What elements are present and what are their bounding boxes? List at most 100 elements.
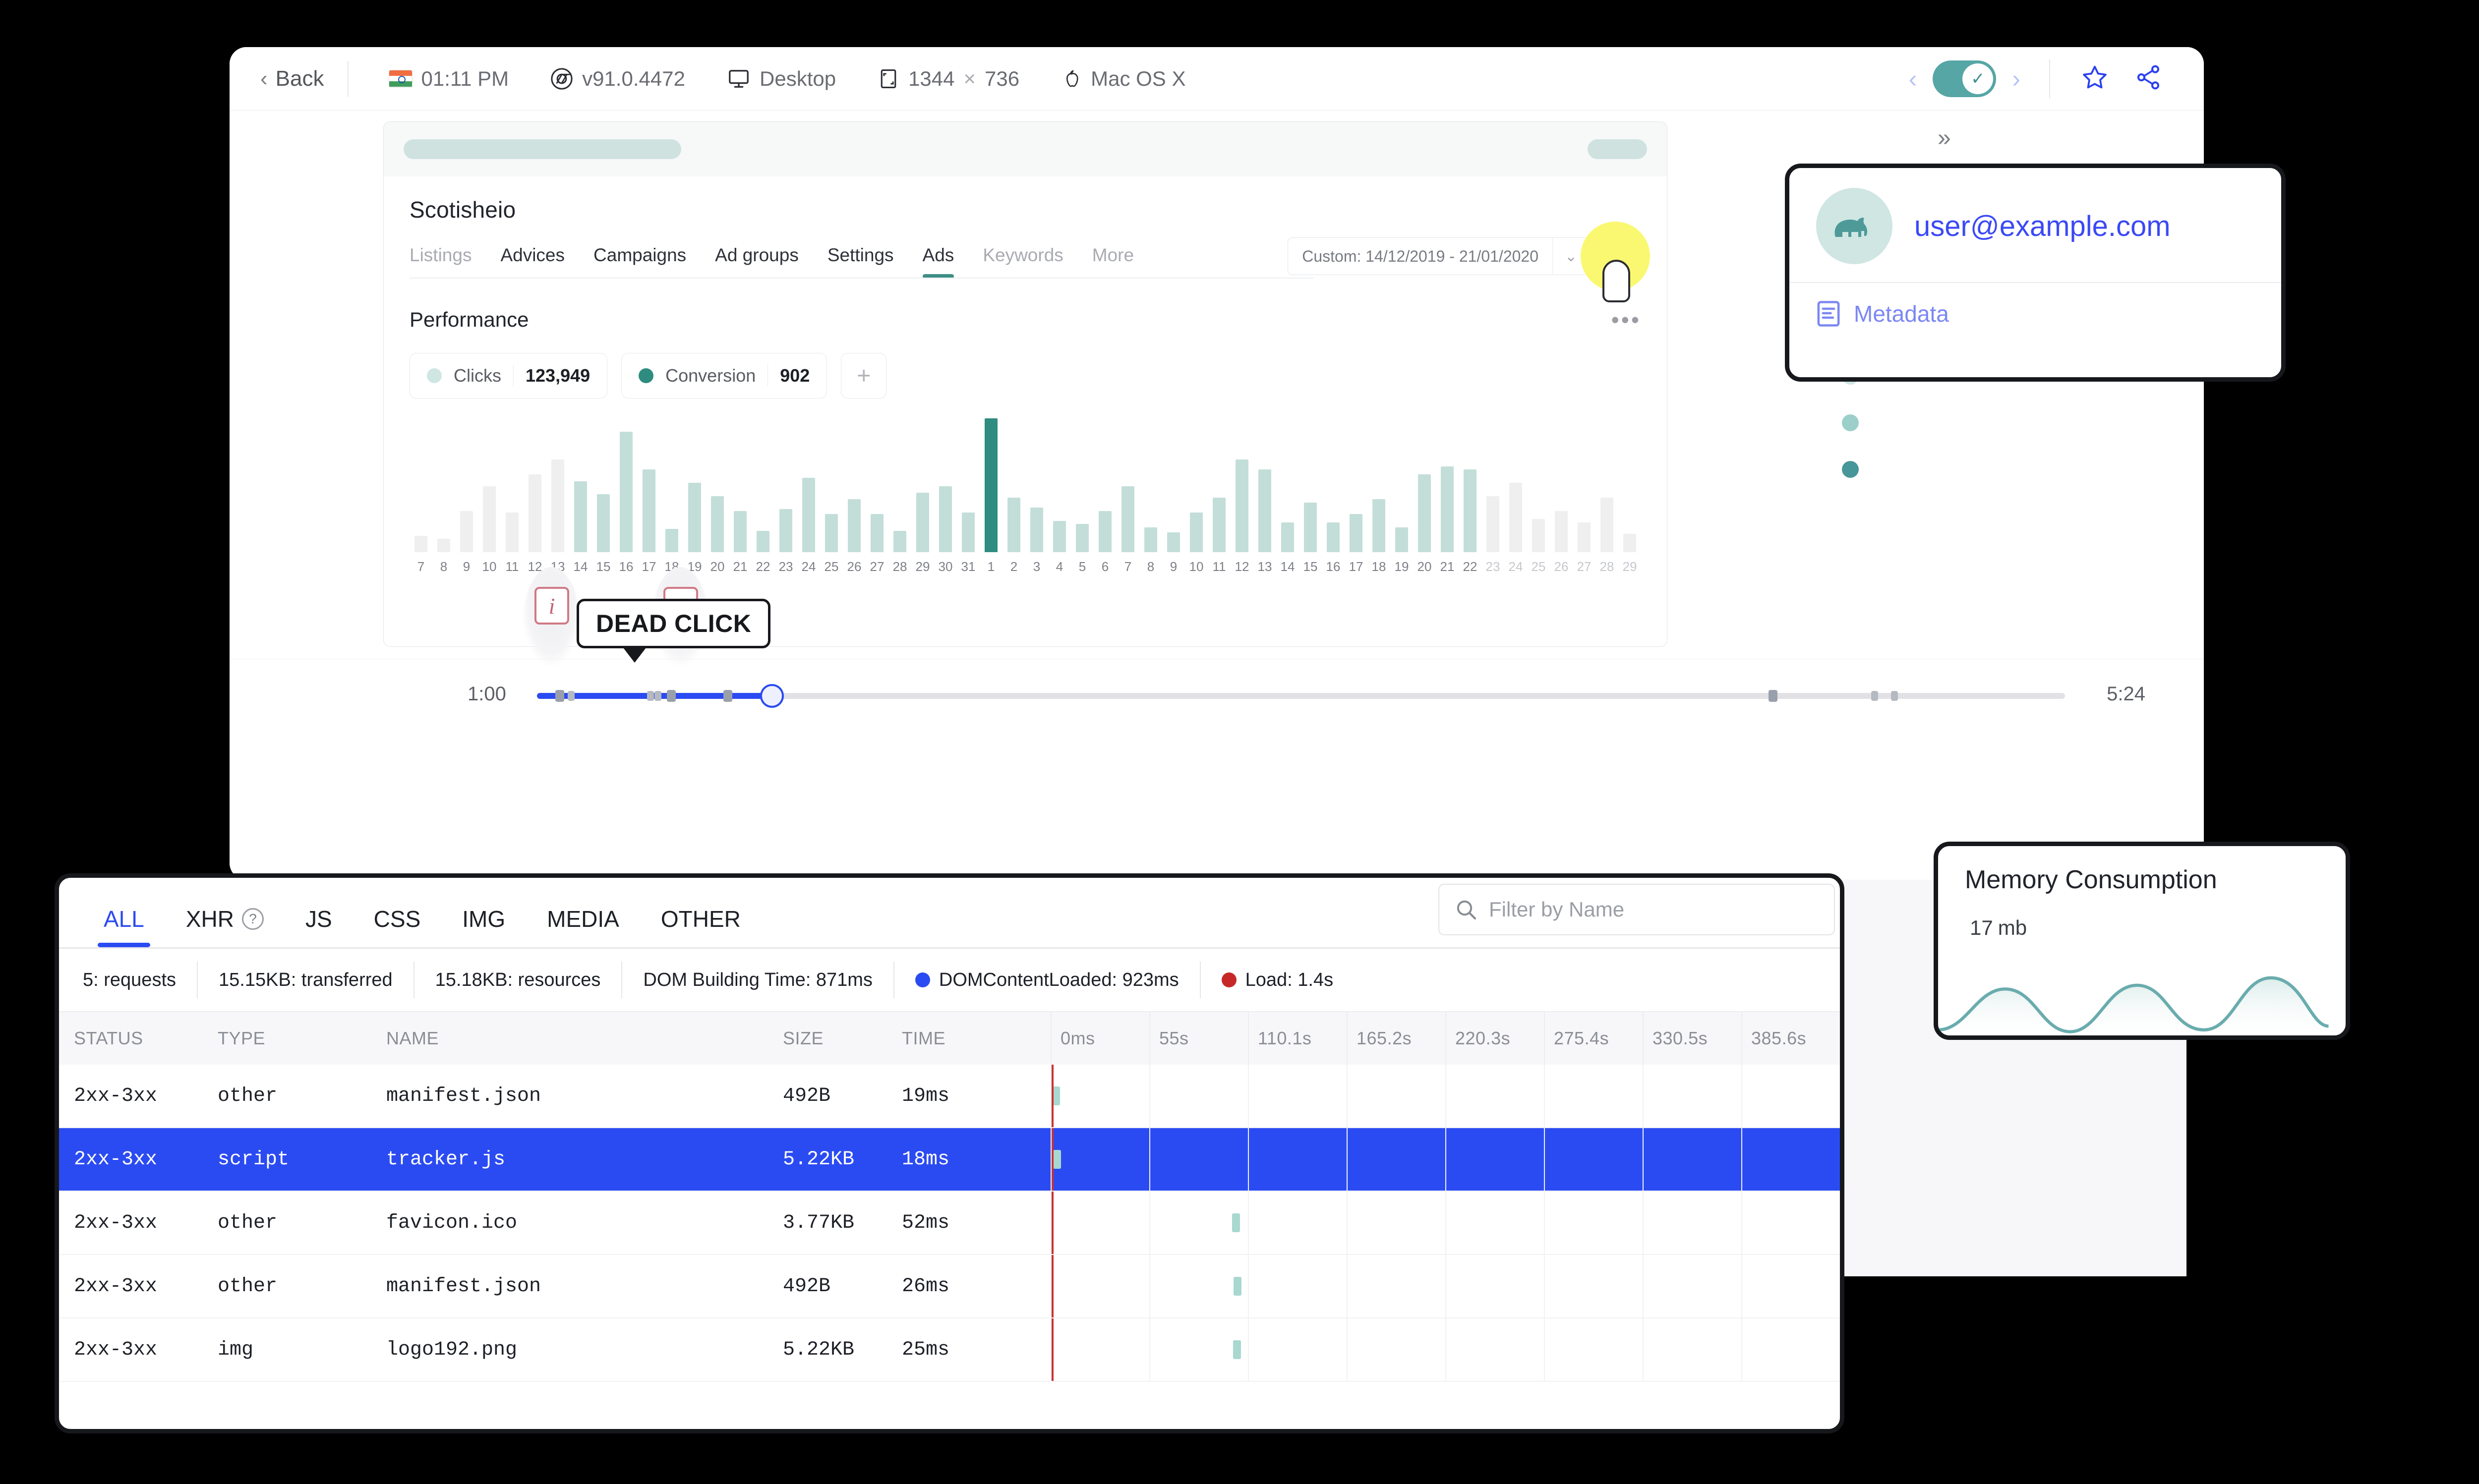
chart-bar-column[interactable] — [957, 418, 980, 552]
chart-bar-column[interactable] — [1231, 418, 1253, 552]
col-type[interactable]: TYPE — [218, 1028, 266, 1048]
chart-bar-column[interactable] — [1117, 418, 1139, 552]
tab-more[interactable]: More — [1092, 245, 1134, 265]
chart-bar-column[interactable] — [1299, 418, 1322, 552]
date-range-picker[interactable]: Custom: 14/12/2019 - 21/01/2020 ⌄ — [1288, 237, 1590, 275]
chart-bar-column[interactable] — [797, 418, 820, 552]
chart-bar-column[interactable] — [569, 418, 592, 552]
chart-bar-column[interactable] — [660, 418, 683, 552]
chart-bar-column[interactable] — [638, 418, 660, 552]
timeline-event-mark[interactable] — [1769, 690, 1778, 702]
chart-bar-column[interactable] — [1504, 418, 1527, 552]
chart-bar-column[interactable] — [1390, 418, 1413, 552]
autoplay-toggle[interactable]: ✓ — [1933, 60, 1997, 97]
chart-bar-column[interactable] — [1618, 418, 1641, 552]
chart-bar-column[interactable] — [1162, 418, 1185, 552]
col-name[interactable]: NAME — [386, 1028, 439, 1048]
timeline-event-mark[interactable] — [666, 690, 676, 702]
chart-bar-column[interactable] — [1003, 418, 1025, 552]
chart-bar-column[interactable] — [1048, 418, 1071, 552]
chart-bar-column[interactable] — [934, 418, 957, 552]
col-size[interactable]: SIZE — [783, 1028, 824, 1048]
filter-by-name-input[interactable]: Filter by Name — [1438, 884, 1835, 935]
chart-bar-column[interactable] — [615, 418, 638, 552]
chart-bar-column[interactable] — [1459, 418, 1481, 552]
chart-bar-column[interactable] — [1071, 418, 1094, 552]
timeline-handle[interactable] — [760, 684, 784, 708]
chart-bar-column[interactable] — [1094, 418, 1117, 552]
net-tab-js[interactable]: JS — [285, 897, 353, 947]
chart-bar-column[interactable] — [729, 418, 752, 552]
tab-advices[interactable]: Advices — [500, 245, 565, 265]
chart-bar-column[interactable] — [432, 418, 455, 552]
add-metric-button[interactable]: + — [841, 353, 887, 399]
net-tab-css[interactable]: CSS — [353, 897, 442, 947]
chart-bar-column[interactable] — [1573, 418, 1595, 552]
col-time[interactable]: TIME — [902, 1028, 945, 1048]
chart-bar-column[interactable] — [1481, 418, 1504, 552]
table-row[interactable]: 2xx-3xx other manifest.json 492B 19ms — [59, 1065, 1840, 1128]
chart-bar-column[interactable] — [1025, 418, 1048, 552]
tab-keywords[interactable]: Keywords — [983, 245, 1063, 265]
chart-bar-column[interactable] — [501, 418, 524, 552]
table-row[interactable]: 2xx-3xx other manifest.json 492B 26ms — [59, 1255, 1840, 1318]
tab-ads[interactable]: Ads — [922, 245, 954, 279]
help-icon[interactable]: ? — [241, 908, 264, 930]
chart-bar-column[interactable] — [888, 418, 911, 552]
tab-settings[interactable]: Settings — [827, 245, 894, 265]
timeline-scrubber[interactable] — [537, 684, 2065, 708]
chart-bar-column[interactable] — [1413, 418, 1436, 552]
chart-bar-column[interactable] — [683, 418, 706, 552]
tab-ad-groups[interactable]: Ad groups — [715, 245, 799, 265]
chart-bar-column[interactable] — [752, 418, 774, 552]
timeline-event-mark[interactable] — [1871, 691, 1878, 701]
chart-bar-column[interactable] — [980, 418, 1003, 552]
chart-bar-column[interactable] — [820, 418, 843, 552]
timeline-event-mark[interactable] — [723, 690, 732, 702]
table-row[interactable]: 2xx-3xx other favicon.ico 3.77KB 52ms — [59, 1192, 1840, 1255]
section-more-icon[interactable]: ••• — [1611, 307, 1641, 333]
chart-bar-column[interactable] — [410, 418, 432, 552]
chart-bar-column[interactable] — [1436, 418, 1459, 552]
chart-bar-column[interactable] — [1345, 418, 1367, 552]
metric-chip-clicks[interactable]: Clicks 123,949 — [410, 353, 608, 399]
net-tab-img[interactable]: IMG — [441, 897, 526, 947]
timeline-event-mark[interactable] — [647, 691, 654, 701]
timeline-event-mark[interactable] — [1890, 691, 1898, 701]
metric-chip-conversion[interactable]: Conversion 902 — [621, 353, 827, 399]
chart-bar-column[interactable] — [1367, 418, 1390, 552]
timeline-event-mark[interactable] — [555, 690, 564, 702]
chart-bar-column[interactable] — [1595, 418, 1618, 552]
chart-bar-column[interactable] — [774, 418, 797, 552]
chart-bar-column[interactable] — [1322, 418, 1345, 552]
collapse-panel-icon[interactable]: » — [1938, 125, 1951, 151]
next-session-icon[interactable]: › — [2012, 64, 2020, 93]
chart-bar-column[interactable] — [1185, 418, 1208, 552]
timeline-event-mark[interactable] — [567, 691, 575, 701]
table-row[interactable]: 2xx-3xx img logo192.png 5.22KB 25ms — [59, 1318, 1840, 1382]
share-icon[interactable] — [2122, 63, 2175, 94]
tab-campaigns[interactable]: Campaigns — [593, 245, 687, 265]
chart-bar-column[interactable] — [455, 418, 478, 552]
chart-bar-column[interactable] — [592, 418, 615, 552]
chart-bar-column[interactable] — [524, 418, 546, 552]
tab-listings[interactable]: Listings — [410, 245, 472, 265]
chart-bar-column[interactable] — [1139, 418, 1162, 552]
chart-bar-column[interactable] — [1527, 418, 1550, 552]
issue-marker-1[interactable]: i — [534, 587, 569, 625]
bookmark-star-icon[interactable] — [2068, 63, 2122, 94]
metadata-link[interactable]: Metadata — [1816, 300, 2254, 328]
chart-bar-column[interactable] — [866, 418, 888, 552]
col-status[interactable]: STATUS — [74, 1028, 143, 1048]
table-row[interactable]: 2xx-3xx script tracker.js 5.22KB 18ms — [59, 1128, 1840, 1192]
net-tab-media[interactable]: MEDIA — [526, 897, 640, 947]
chart-bar-column[interactable] — [843, 418, 866, 552]
back-button[interactable]: ‹ Back — [260, 66, 324, 91]
net-tab-all[interactable]: ALL — [83, 897, 165, 947]
user-email[interactable]: user@example.com — [1914, 210, 2171, 242]
chart-bar-column[interactable] — [1253, 418, 1276, 552]
chart-bar-column[interactable] — [1208, 418, 1231, 552]
chart-bar-column[interactable] — [1276, 418, 1299, 552]
chart-bar-column[interactable] — [911, 418, 934, 552]
chart-bar-column[interactable] — [706, 418, 729, 552]
